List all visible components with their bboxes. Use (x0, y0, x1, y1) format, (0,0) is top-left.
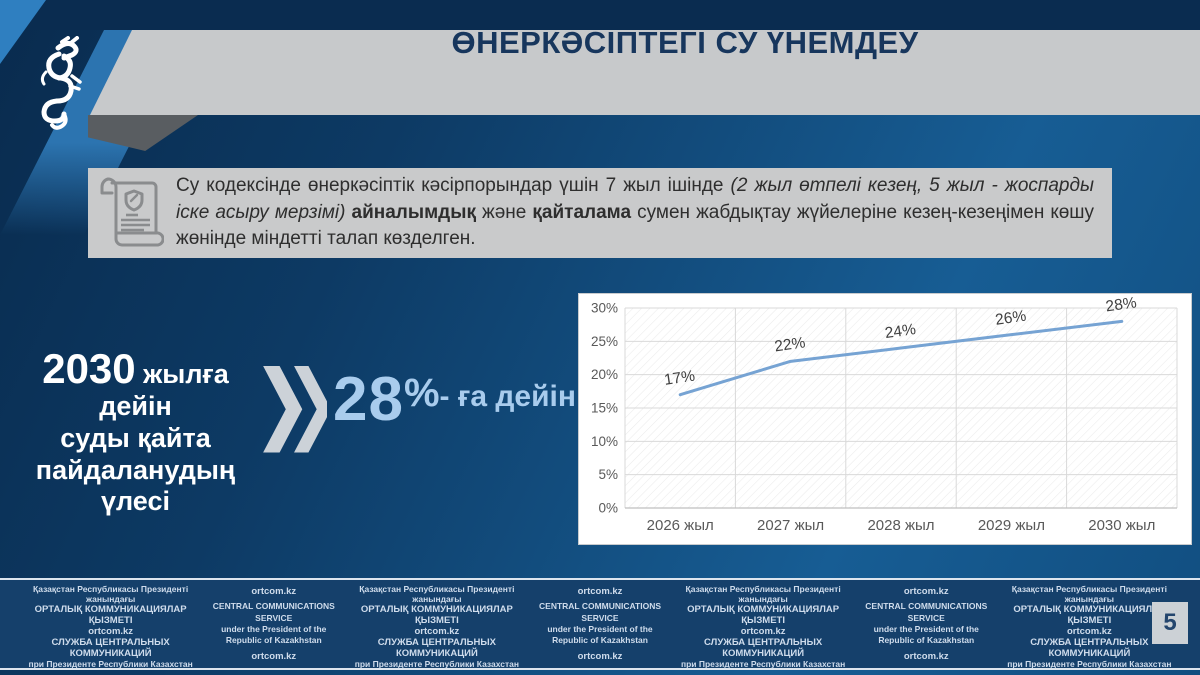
y-tick-label: 0% (598, 501, 618, 516)
top-strip (0, 0, 1200, 30)
x-category-label: 2026 жыл (647, 517, 714, 534)
footer-col-kk: Қазақстан Республикасы Президенті жанынд… (354, 584, 520, 669)
footer-col-kk: Қазақстан Республикасы Президенті жанынд… (1007, 584, 1172, 669)
footer-col-en: ortcom.kz CENTRAL COMMUNICATIONS SERVICE… (539, 586, 661, 662)
footer-col-en: ortcom.kz CENTRAL COMMUNICATIONS SERVICE… (865, 586, 988, 662)
info-text: Су кодексінде өнеркәсіптік кәсірпорындар… (176, 174, 1095, 250)
y-tick-label: 30% (591, 301, 618, 316)
data-point-label: 17% (663, 368, 696, 389)
document-shield-icon (100, 177, 164, 247)
page-title: ӨНЕРКӘСІПТЕГІ СУ ҮНЕМДЕУ (451, 25, 919, 60)
footer-col-kk: Қазақстан Республикасы Президенті жанынд… (28, 584, 193, 669)
y-tick-label: 25% (591, 334, 618, 349)
highlight-value: 28%- ға дейін (333, 365, 577, 434)
data-point-label: 24% (884, 321, 917, 342)
highlight-year: 2030 (42, 345, 136, 392)
footer-columns: Қазақстан Республикасы Президенті жанынд… (0, 580, 1200, 669)
y-tick-label: 15% (591, 401, 618, 416)
y-tick-label: 20% (591, 367, 618, 382)
footer-watermark-band: Қазақстан Республикасы Президенті жанынд… (0, 578, 1200, 670)
x-category-label: 2027 жыл (757, 517, 824, 534)
data-point-label: 28% (1105, 294, 1138, 315)
trend-chart-panel: 0% 5% 10% 15% 20% 25% 30% 2026 жыл 2027 жыл 2028 … (578, 293, 1192, 545)
highlight-row: 2030 жылға дейін суды қайта пайдаланудың… (18, 345, 576, 518)
trend-chart: 0% 5% 10% 15% 20% 25% 30% 2026 жыл 2027 жыл 2028 … (591, 294, 1178, 534)
y-tick-label: 10% (591, 434, 618, 449)
data-point-label: 22% (773, 334, 806, 355)
x-category-label: 2028 жыл (867, 517, 934, 534)
info-box: Су кодексінде өнеркәсіптік кәсірпорындар… (88, 168, 1112, 258)
highlight-caption: 2030 жылға дейін суды қайта пайдаланудың… (35, 345, 236, 517)
footer-col-kk: Қазақстан Республикасы Президенті жанынд… (680, 584, 846, 669)
footer-col-en: ortcom.kz CENTRAL COMMUNICATIONS SERVICE… (212, 586, 335, 662)
double-chevron-right-icon (263, 366, 327, 453)
snow-leopard-emblem-icon (40, 36, 82, 130)
page-number: 5 (1152, 602, 1188, 644)
x-category-label: 2030 жыл (1088, 517, 1155, 534)
data-point-label: 26% (994, 308, 1027, 329)
x-category-label: 2029 жыл (978, 517, 1045, 534)
title-banner (90, 30, 1200, 115)
y-tick-label: 5% (598, 467, 618, 482)
